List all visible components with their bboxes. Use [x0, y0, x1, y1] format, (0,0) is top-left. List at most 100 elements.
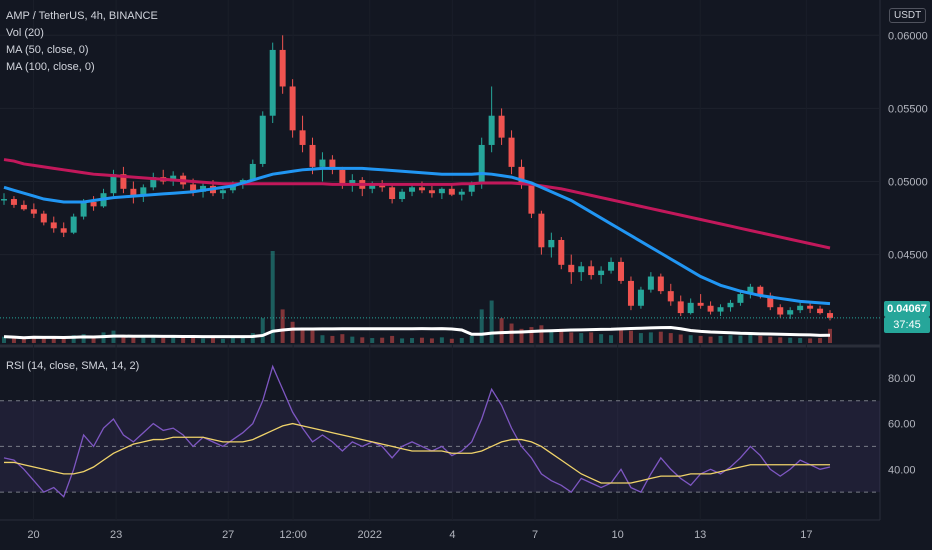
candle-body: [817, 308, 824, 314]
volume-bar: [260, 318, 265, 343]
candle-body: [548, 239, 555, 248]
candle-body: [110, 174, 117, 194]
time-tick-label: 7: [532, 529, 538, 541]
volume-bar: [151, 336, 156, 343]
volume-indicator-label[interactable]: Vol (20): [6, 27, 44, 39]
candle-body: [269, 49, 276, 116]
rsi-indicator-label[interactable]: RSI (14, close, SMA, 14, 2): [6, 360, 140, 372]
candle-body: [518, 166, 525, 185]
candle-body: [707, 305, 714, 312]
volume-bar: [240, 337, 245, 343]
candle-body: [727, 302, 734, 308]
candle-body: [667, 291, 674, 302]
volume-bar: [658, 331, 663, 343]
volume-bar: [300, 328, 305, 343]
volume-bar: [768, 336, 773, 343]
candle-body: [40, 213, 47, 223]
volume-bar: [579, 333, 584, 343]
volume-bar: [738, 335, 743, 343]
volume-bar: [350, 336, 355, 343]
volume-bar: [71, 335, 76, 343]
volume-bar: [360, 337, 365, 343]
volume-bar: [529, 327, 534, 343]
bar-countdown: 37:45: [884, 317, 930, 333]
candle-body: [418, 187, 425, 191]
candle-body: [608, 261, 615, 271]
candle-body: [578, 266, 585, 273]
candle-body: [528, 184, 535, 214]
volume-bar: [390, 335, 395, 343]
candle-body: [588, 266, 595, 276]
volume-bar: [549, 330, 554, 343]
candle-body: [10, 199, 17, 205]
candle-body: [60, 228, 67, 233]
volume-bar: [619, 328, 624, 343]
candle-body: [1, 199, 7, 201]
candle-body: [627, 280, 634, 306]
last-price-badge: 0.04067: [884, 301, 930, 317]
ma50-indicator-label[interactable]: MA (50, close, 0): [6, 44, 89, 56]
candle-body: [140, 187, 147, 197]
volume-bar: [340, 334, 345, 343]
volume-bar: [808, 338, 813, 343]
volume-bar: [678, 334, 683, 343]
volume-bar: [2, 336, 6, 343]
time-tick-label: 13: [694, 529, 706, 541]
candle-body: [130, 188, 137, 197]
volume-bar: [539, 325, 544, 343]
volume-bar: [798, 338, 803, 343]
price-tick-label: 0.05500: [888, 103, 928, 115]
time-tick-label: 17: [800, 529, 812, 541]
volume-bar: [668, 333, 673, 343]
volume-bar: [449, 338, 454, 343]
candle-body: [30, 209, 37, 214]
volume-bar: [121, 336, 126, 343]
time-tick-label: 4: [449, 529, 455, 541]
volume-bar: [181, 337, 186, 343]
volume-bar: [141, 335, 146, 343]
volume-bar: [31, 335, 36, 343]
symbol-line: AMP / TetherUS, 4h, BINANCE: [6, 10, 158, 22]
volume-bar: [250, 333, 255, 343]
candle-body: [448, 188, 455, 195]
candle-body: [190, 184, 197, 192]
volume-bar: [758, 335, 763, 343]
rsi-legend: RSI (14, close, SMA, 14, 2): [6, 358, 139, 375]
volume-bar: [419, 337, 424, 343]
ma50-line: [3, 166, 831, 306]
volume-bar: [400, 338, 405, 343]
rsi-ma-line: [4, 422, 830, 484]
ma100-line: [3, 158, 831, 250]
volume-bar: [370, 338, 375, 343]
volume-bar: [191, 336, 196, 343]
volume-bar: [310, 330, 315, 343]
volume-bar: [290, 321, 295, 343]
time-tick-label: 2022: [358, 529, 382, 541]
volume-bar: [479, 309, 484, 343]
price-tick-label: 0.04500: [888, 250, 928, 262]
volume-bar: [210, 338, 215, 343]
candle-body: [478, 144, 485, 185]
candle-body: [279, 49, 286, 87]
volume-bar: [569, 332, 574, 343]
volume-bar: [778, 337, 783, 343]
volume-bar: [519, 328, 524, 343]
ma100-indicator-label[interactable]: MA (100, close, 0): [6, 61, 95, 73]
volume-bar: [270, 251, 275, 343]
volume-bar: [51, 337, 56, 343]
volume-bar: [330, 335, 335, 343]
candle-body: [538, 213, 545, 248]
time-tick-label: 10: [611, 529, 623, 541]
candle-body: [249, 163, 256, 181]
volume-bar: [230, 337, 235, 343]
candle-body: [339, 169, 346, 185]
rsi-tick-label: 40.00: [888, 464, 916, 476]
volume-bar: [688, 335, 693, 343]
candle-body: [827, 313, 833, 318]
volume-bar: [599, 334, 604, 343]
candle-body: [329, 159, 336, 170]
price-tick-label: 0.06000: [888, 30, 928, 42]
volume-bar: [728, 335, 733, 343]
currency-button[interactable]: USDT: [889, 8, 927, 23]
